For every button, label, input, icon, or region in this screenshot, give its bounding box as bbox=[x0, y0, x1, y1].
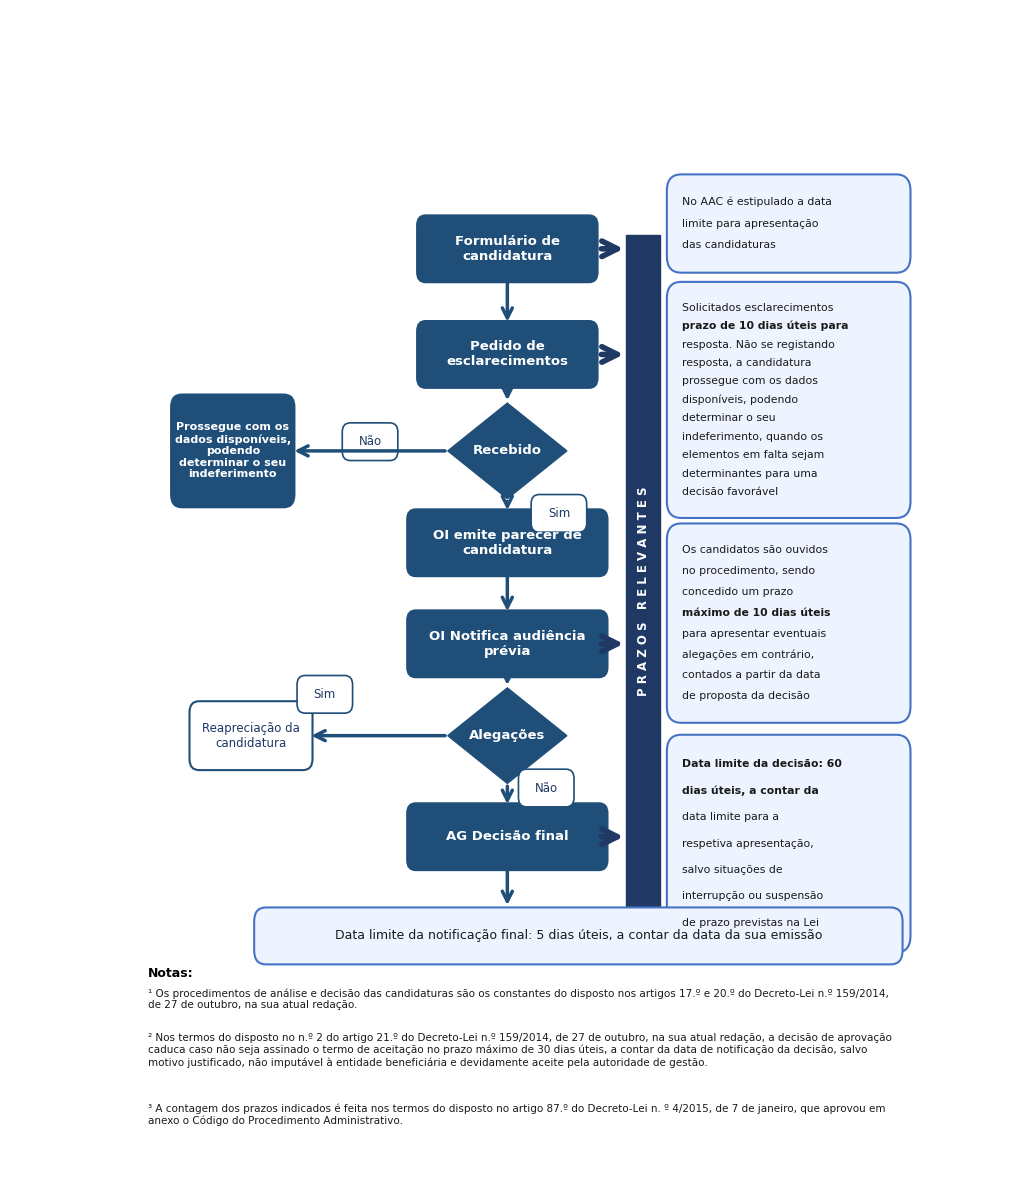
FancyBboxPatch shape bbox=[518, 769, 574, 806]
Text: ³ A contagem dos prazos indicados é feita nos termos do disposto no artigo 87.º : ³ A contagem dos prazos indicados é feit… bbox=[147, 1104, 886, 1126]
Polygon shape bbox=[447, 403, 567, 499]
FancyBboxPatch shape bbox=[407, 802, 608, 871]
FancyBboxPatch shape bbox=[297, 675, 352, 713]
Polygon shape bbox=[447, 688, 567, 784]
Text: Notas:: Notas: bbox=[147, 968, 194, 981]
Text: para apresentar eventuais: para apresentar eventuais bbox=[682, 629, 826, 638]
FancyBboxPatch shape bbox=[342, 422, 397, 460]
FancyBboxPatch shape bbox=[667, 282, 910, 518]
Text: Formulário de
candidatura: Formulário de candidatura bbox=[455, 235, 560, 262]
Text: Reapreciação da
candidatura: Reapreciação da candidatura bbox=[202, 722, 300, 749]
FancyBboxPatch shape bbox=[667, 524, 910, 723]
Text: Os candidatos são ouvidos: Os candidatos são ouvidos bbox=[682, 545, 827, 556]
FancyBboxPatch shape bbox=[407, 508, 608, 577]
FancyBboxPatch shape bbox=[416, 215, 599, 283]
Text: ¹ Os procedimentos de análise e decisão das candidaturas são os constantes do di: ¹ Os procedimentos de análise e decisão … bbox=[147, 988, 889, 1010]
Text: Data limite da notificação final: 5 dias úteis, a contar da data da sua emissão: Data limite da notificação final: 5 dias… bbox=[335, 929, 822, 942]
Text: Prossegue com os
dados disponíveis,
podendo
determinar o seu
indeferimento: Prossegue com os dados disponíveis, pode… bbox=[175, 422, 291, 480]
Text: indeferimento, quando os: indeferimento, quando os bbox=[682, 432, 823, 441]
Text: Recebido: Recebido bbox=[473, 445, 542, 457]
Text: resposta, a candidatura: resposta, a candidatura bbox=[682, 358, 811, 367]
Text: P R A Z O S   R E L E V A N T E S: P R A Z O S R E L E V A N T E S bbox=[637, 487, 649, 696]
FancyBboxPatch shape bbox=[667, 735, 910, 952]
Text: No AAC é estipulado a data: No AAC é estipulado a data bbox=[682, 197, 831, 208]
Text: Solicitados esclarecimentos: Solicitados esclarecimentos bbox=[682, 303, 834, 313]
Text: das candidaturas: das candidaturas bbox=[682, 240, 776, 251]
Text: de prazo previstas na Lei: de prazo previstas na Lei bbox=[682, 917, 819, 928]
Text: prazo de 10 dias úteis para: prazo de 10 dias úteis para bbox=[682, 321, 849, 332]
Text: OI Notifica audiência
prévia: OI Notifica audiência prévia bbox=[429, 630, 586, 657]
Text: Alegações: Alegações bbox=[469, 729, 546, 742]
Text: resposta. Não se registando: resposta. Não se registando bbox=[682, 340, 835, 350]
FancyBboxPatch shape bbox=[416, 320, 599, 389]
Text: Sim: Sim bbox=[548, 507, 570, 520]
FancyBboxPatch shape bbox=[254, 908, 902, 964]
Text: interrupção ou suspensão: interrupção ou suspensão bbox=[682, 891, 823, 902]
FancyBboxPatch shape bbox=[407, 610, 608, 679]
Text: alegações em contrário,: alegações em contrário, bbox=[682, 649, 814, 660]
Text: Pedido de
esclarecimentos: Pedido de esclarecimentos bbox=[446, 340, 568, 369]
FancyBboxPatch shape bbox=[627, 235, 659, 947]
Text: data limite para a: data limite para a bbox=[682, 812, 779, 822]
Text: AG Decisão final: AG Decisão final bbox=[446, 830, 568, 843]
Text: determinantes para uma: determinantes para uma bbox=[682, 469, 817, 478]
FancyBboxPatch shape bbox=[189, 701, 312, 771]
Text: Não: Não bbox=[535, 781, 558, 795]
Text: Data limite da decisão: 60: Data limite da decisão: 60 bbox=[682, 760, 842, 769]
FancyBboxPatch shape bbox=[531, 495, 587, 532]
Text: concedido um prazo: concedido um prazo bbox=[682, 587, 794, 596]
Text: contados a partir da data: contados a partir da data bbox=[682, 670, 820, 680]
FancyBboxPatch shape bbox=[667, 174, 910, 273]
Text: máximo de 10 dias úteis: máximo de 10 dias úteis bbox=[682, 607, 830, 618]
Text: dias úteis, a contar da: dias úteis, a contar da bbox=[682, 786, 818, 796]
Text: no procedimento, sendo: no procedimento, sendo bbox=[682, 567, 815, 576]
Text: de proposta da decisão: de proposta da decisão bbox=[682, 691, 810, 700]
Text: OI emite parecer de
candidatura: OI emite parecer de candidatura bbox=[433, 528, 582, 557]
Text: decisão favorável: decisão favorável bbox=[682, 487, 778, 497]
Text: Não: Não bbox=[358, 435, 382, 449]
Text: limite para apresentação: limite para apresentação bbox=[682, 218, 818, 229]
Text: determinar o seu: determinar o seu bbox=[682, 413, 775, 424]
FancyBboxPatch shape bbox=[170, 394, 296, 508]
Text: ² Nos termos do disposto no n.º 2 do artigo 21.º do Decreto-Lei n.º 159/2014, de: ² Nos termos do disposto no n.º 2 do art… bbox=[147, 1033, 892, 1068]
Text: elementos em falta sejam: elementos em falta sejam bbox=[682, 450, 824, 460]
Text: Sim: Sim bbox=[313, 688, 336, 700]
Text: salvo situações de: salvo situações de bbox=[682, 865, 782, 874]
Text: disponíveis, podendo: disponíveis, podendo bbox=[682, 395, 798, 406]
Text: respetiva apresentação,: respetiva apresentação, bbox=[682, 839, 814, 848]
Text: prossegue com os dados: prossegue com os dados bbox=[682, 377, 818, 387]
